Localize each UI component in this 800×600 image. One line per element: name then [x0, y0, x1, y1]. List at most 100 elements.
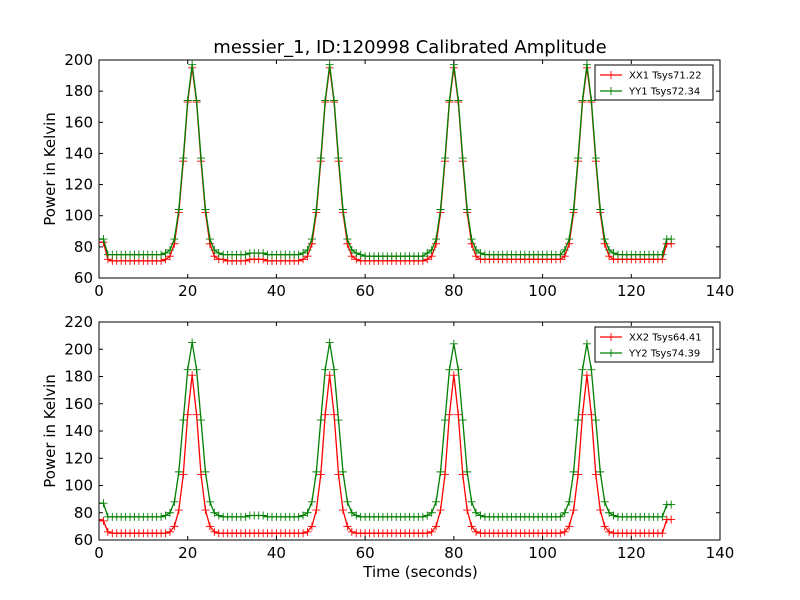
legend-label: XX2 Tsys64.41 [629, 333, 702, 344]
data-point [174, 205, 183, 214]
data-point [445, 410, 454, 419]
data-point [214, 249, 223, 258]
data-point [587, 410, 596, 419]
y-tick-label: 200 [64, 340, 93, 358]
data-point [440, 154, 449, 163]
data-point [316, 470, 325, 479]
data-point [418, 252, 427, 261]
data-point [307, 497, 316, 506]
data-point [330, 96, 339, 105]
data-point [210, 245, 219, 254]
data-point [600, 497, 609, 506]
y-tick-label: 140 [64, 144, 93, 162]
data-point [472, 245, 481, 254]
data-point [556, 512, 565, 521]
data-point [165, 245, 174, 254]
chart-title: messier_1, ID:120998 Calibrated Amplitud… [213, 37, 606, 58]
data-point [201, 506, 210, 515]
data-point [338, 467, 347, 476]
data-point [436, 467, 445, 476]
data-point [188, 371, 197, 380]
data-point [445, 365, 454, 374]
data-point [587, 96, 596, 105]
data-point [343, 522, 352, 531]
legend-label: YY1 Tsys72.34 [628, 87, 700, 98]
data-point [458, 470, 467, 479]
legend-marker [607, 71, 615, 79]
data-point [312, 205, 321, 214]
data-point [423, 249, 432, 258]
data-point [658, 512, 667, 521]
data-point [418, 512, 427, 521]
x-axis-label-bottom: Time (seconds) [362, 563, 478, 581]
data-point [161, 511, 170, 520]
data-point [458, 416, 467, 425]
data-point [312, 467, 321, 476]
x-tick-label: 120 [617, 544, 646, 562]
series-xx [99, 371, 676, 538]
data-point [103, 527, 112, 536]
x-tick-label: 80 [444, 544, 463, 562]
data-point [658, 250, 667, 259]
data-point [170, 522, 179, 531]
legend-label: YY2 Tsys74.39 [628, 349, 700, 360]
data-point [556, 250, 565, 259]
data-point [192, 410, 201, 419]
data-point [591, 416, 600, 425]
y-tick-label: 120 [64, 176, 93, 194]
y-tick-label: 200 [64, 51, 93, 69]
data-point [596, 205, 605, 214]
data-point [161, 529, 170, 538]
data-point [467, 235, 476, 244]
data-point [600, 235, 609, 244]
data-point [174, 467, 183, 476]
x-tick-label: 20 [178, 544, 197, 562]
x-tick-label: 60 [356, 544, 375, 562]
data-point [347, 527, 356, 536]
data-point [299, 511, 308, 520]
data-point [99, 235, 108, 244]
data-point [192, 96, 201, 105]
data-point [556, 529, 565, 538]
data-point [427, 508, 436, 517]
y-tick-label: 160 [64, 395, 93, 413]
data-point [334, 470, 343, 479]
data-point [467, 497, 476, 506]
data-point [569, 506, 578, 515]
data-point [667, 500, 676, 509]
data-point [432, 497, 441, 506]
data-point [440, 470, 449, 479]
plot-area-top: 0 20 40 60 80 100 120 140 60 80 100 120 140 160 180 200… [64, 51, 734, 300]
data-point [667, 515, 676, 524]
data-point [99, 516, 108, 525]
y-tick-label: 160 [64, 113, 93, 131]
subplot-top: 0 20 40 60 80 100 120 140 60 80 100 120 140 160 180 200… [41, 51, 734, 300]
y-tick-label: 60 [74, 531, 93, 549]
axes-frame [98, 59, 721, 279]
data-point [569, 467, 578, 476]
data-point [436, 506, 445, 515]
data-point [609, 511, 618, 520]
data-point [330, 365, 339, 374]
data-point [423, 511, 432, 520]
data-point [574, 470, 583, 479]
x-tick-label: 60 [356, 282, 375, 300]
data-point [197, 154, 206, 163]
data-point [205, 235, 214, 244]
data-point [565, 522, 574, 531]
data-point [294, 250, 303, 259]
legend-marker [607, 333, 615, 341]
data-point [565, 235, 574, 244]
data-point [432, 522, 441, 531]
data-point [174, 506, 183, 515]
y-axis-label-bottom: Power in Kelvin [41, 374, 59, 488]
data-point [210, 508, 219, 517]
data-point [197, 470, 206, 479]
data-point [574, 416, 583, 425]
data-point [432, 235, 441, 244]
data-point [352, 511, 361, 520]
data-point [299, 529, 308, 538]
y-tick-label: 180 [64, 82, 93, 100]
data-point [463, 467, 472, 476]
